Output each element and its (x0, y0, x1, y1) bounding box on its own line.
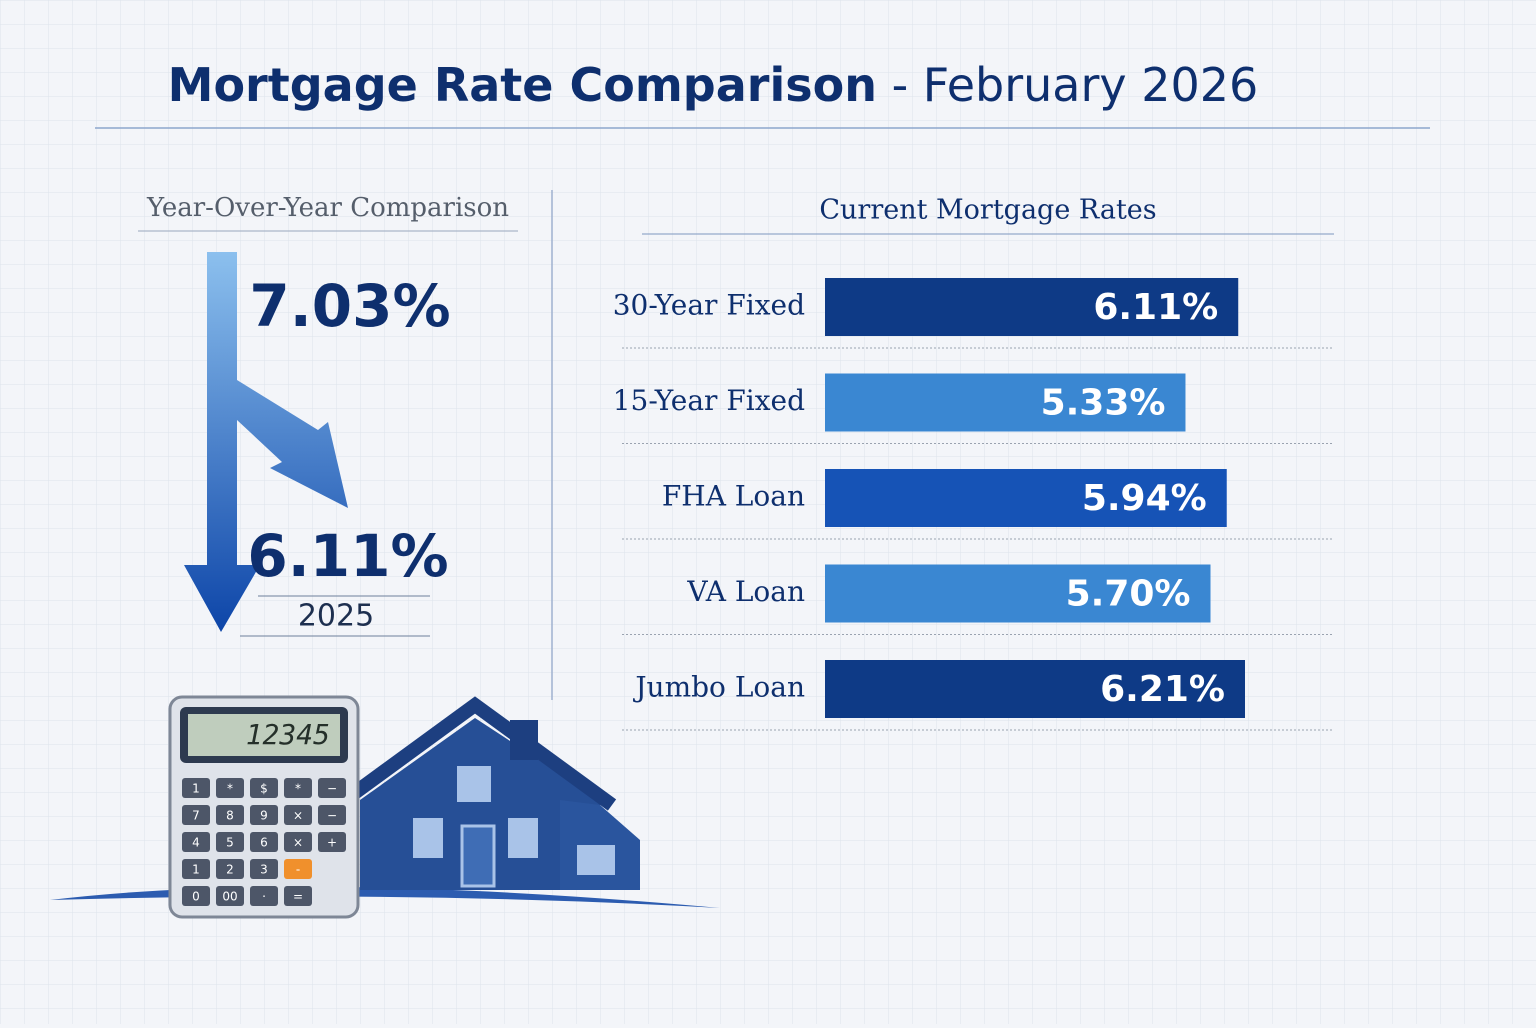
calculator-key (250, 805, 278, 825)
key-label: + (327, 836, 337, 850)
calculator-key (284, 886, 312, 906)
current-rate: 6.11% (247, 522, 448, 590)
year-label: 2025 (298, 599, 374, 634)
door (460, 824, 496, 888)
calculator-key (284, 778, 312, 798)
bar (825, 564, 1211, 623)
bar (825, 469, 1227, 527)
chart-title: Current Mortgage Rates (819, 195, 1156, 226)
key-label: 2 (226, 863, 234, 877)
key-label: × (293, 836, 303, 850)
calculator-key (216, 778, 244, 798)
calculator-key (182, 805, 210, 825)
key-label: 7 (192, 809, 200, 823)
value-label: 5.33% (1041, 383, 1166, 424)
calculator-key (216, 886, 244, 906)
calculator-key (216, 859, 244, 879)
calculator-key (182, 832, 210, 852)
bar (825, 373, 1186, 432)
value-label: 5.70% (1066, 574, 1191, 615)
chimney (510, 720, 538, 760)
display-text: 12345 (246, 718, 330, 751)
calculator-key (318, 832, 346, 852)
calculator-key (216, 805, 244, 825)
calculator-key (182, 859, 210, 879)
calculator-key (284, 859, 312, 879)
window (577, 845, 615, 875)
title-suffix: - February 2026 (892, 58, 1259, 112)
key-label: 9 (260, 809, 268, 823)
illustration: 12345 1 * $ * −7 8 9 × −4 5 6 × +1 2 3 -0 00 · = (50, 695, 720, 919)
category-label: 15-Year Fixed (613, 384, 805, 417)
calculator-keys: 1 * $ * −7 8 9 × −4 5 6 × +1 2 3 -0 00 · = (182, 778, 346, 906)
page-title: Mortgage Rate Comparison - February 2026 (168, 58, 1259, 112)
key-label: * (227, 782, 233, 796)
category-label: FHA Loan (662, 480, 805, 513)
calculator-key (318, 805, 346, 825)
comparison-heading: Year-Over-Year Comparison (146, 193, 509, 223)
calculator-key (216, 832, 244, 852)
key-label: 5 (226, 836, 234, 850)
previous-rate: 7.03% (249, 272, 450, 340)
roof (340, 696, 617, 811)
value-label: 6.11% (1093, 287, 1218, 328)
key-label: 1 (192, 782, 200, 796)
bar (825, 278, 1239, 336)
calculator-key (182, 778, 210, 798)
window (508, 818, 538, 858)
bar (825, 660, 1245, 718)
key-label: = (293, 890, 303, 904)
key-label: 8 (226, 809, 234, 823)
bar-chart: 30-Year Fixed 6.11% 15-Year Fixed 5.33% FHA … (613, 278, 1334, 731)
window (413, 818, 443, 858)
key-label: 00 (222, 890, 237, 904)
value-label: 6.21% (1100, 669, 1225, 710)
key-label: − (327, 782, 337, 796)
calculator-key (284, 805, 312, 825)
key-label: 0 (192, 890, 200, 904)
calculator-key (250, 886, 278, 906)
calculator-display (188, 714, 340, 756)
key-label: $ (260, 782, 268, 796)
key-label: 6 (260, 836, 268, 850)
title-main: Mortgage Rate Comparison (168, 58, 877, 112)
category-label: Jumbo Loan (632, 671, 805, 704)
key-label: * (295, 782, 301, 796)
calculator-key (250, 859, 278, 879)
value-label: 5.94% (1082, 478, 1207, 519)
key-label: 1 (192, 863, 200, 877)
window (457, 766, 491, 802)
calculator-key (250, 778, 278, 798)
key-label: · (262, 890, 266, 904)
category-label: VA Loan (686, 575, 805, 608)
calculator-key (284, 832, 312, 852)
key-label: 3 (260, 863, 268, 877)
calculator-key (182, 886, 210, 906)
key-label: - (296, 863, 300, 877)
down-arrow (184, 252, 348, 632)
key-label: 4 (192, 836, 200, 850)
calculator-key (318, 778, 346, 798)
key-label: − (327, 809, 337, 823)
key-label: × (293, 809, 303, 823)
calculator-key (250, 832, 278, 852)
category-label: 30-Year Fixed (613, 289, 805, 322)
